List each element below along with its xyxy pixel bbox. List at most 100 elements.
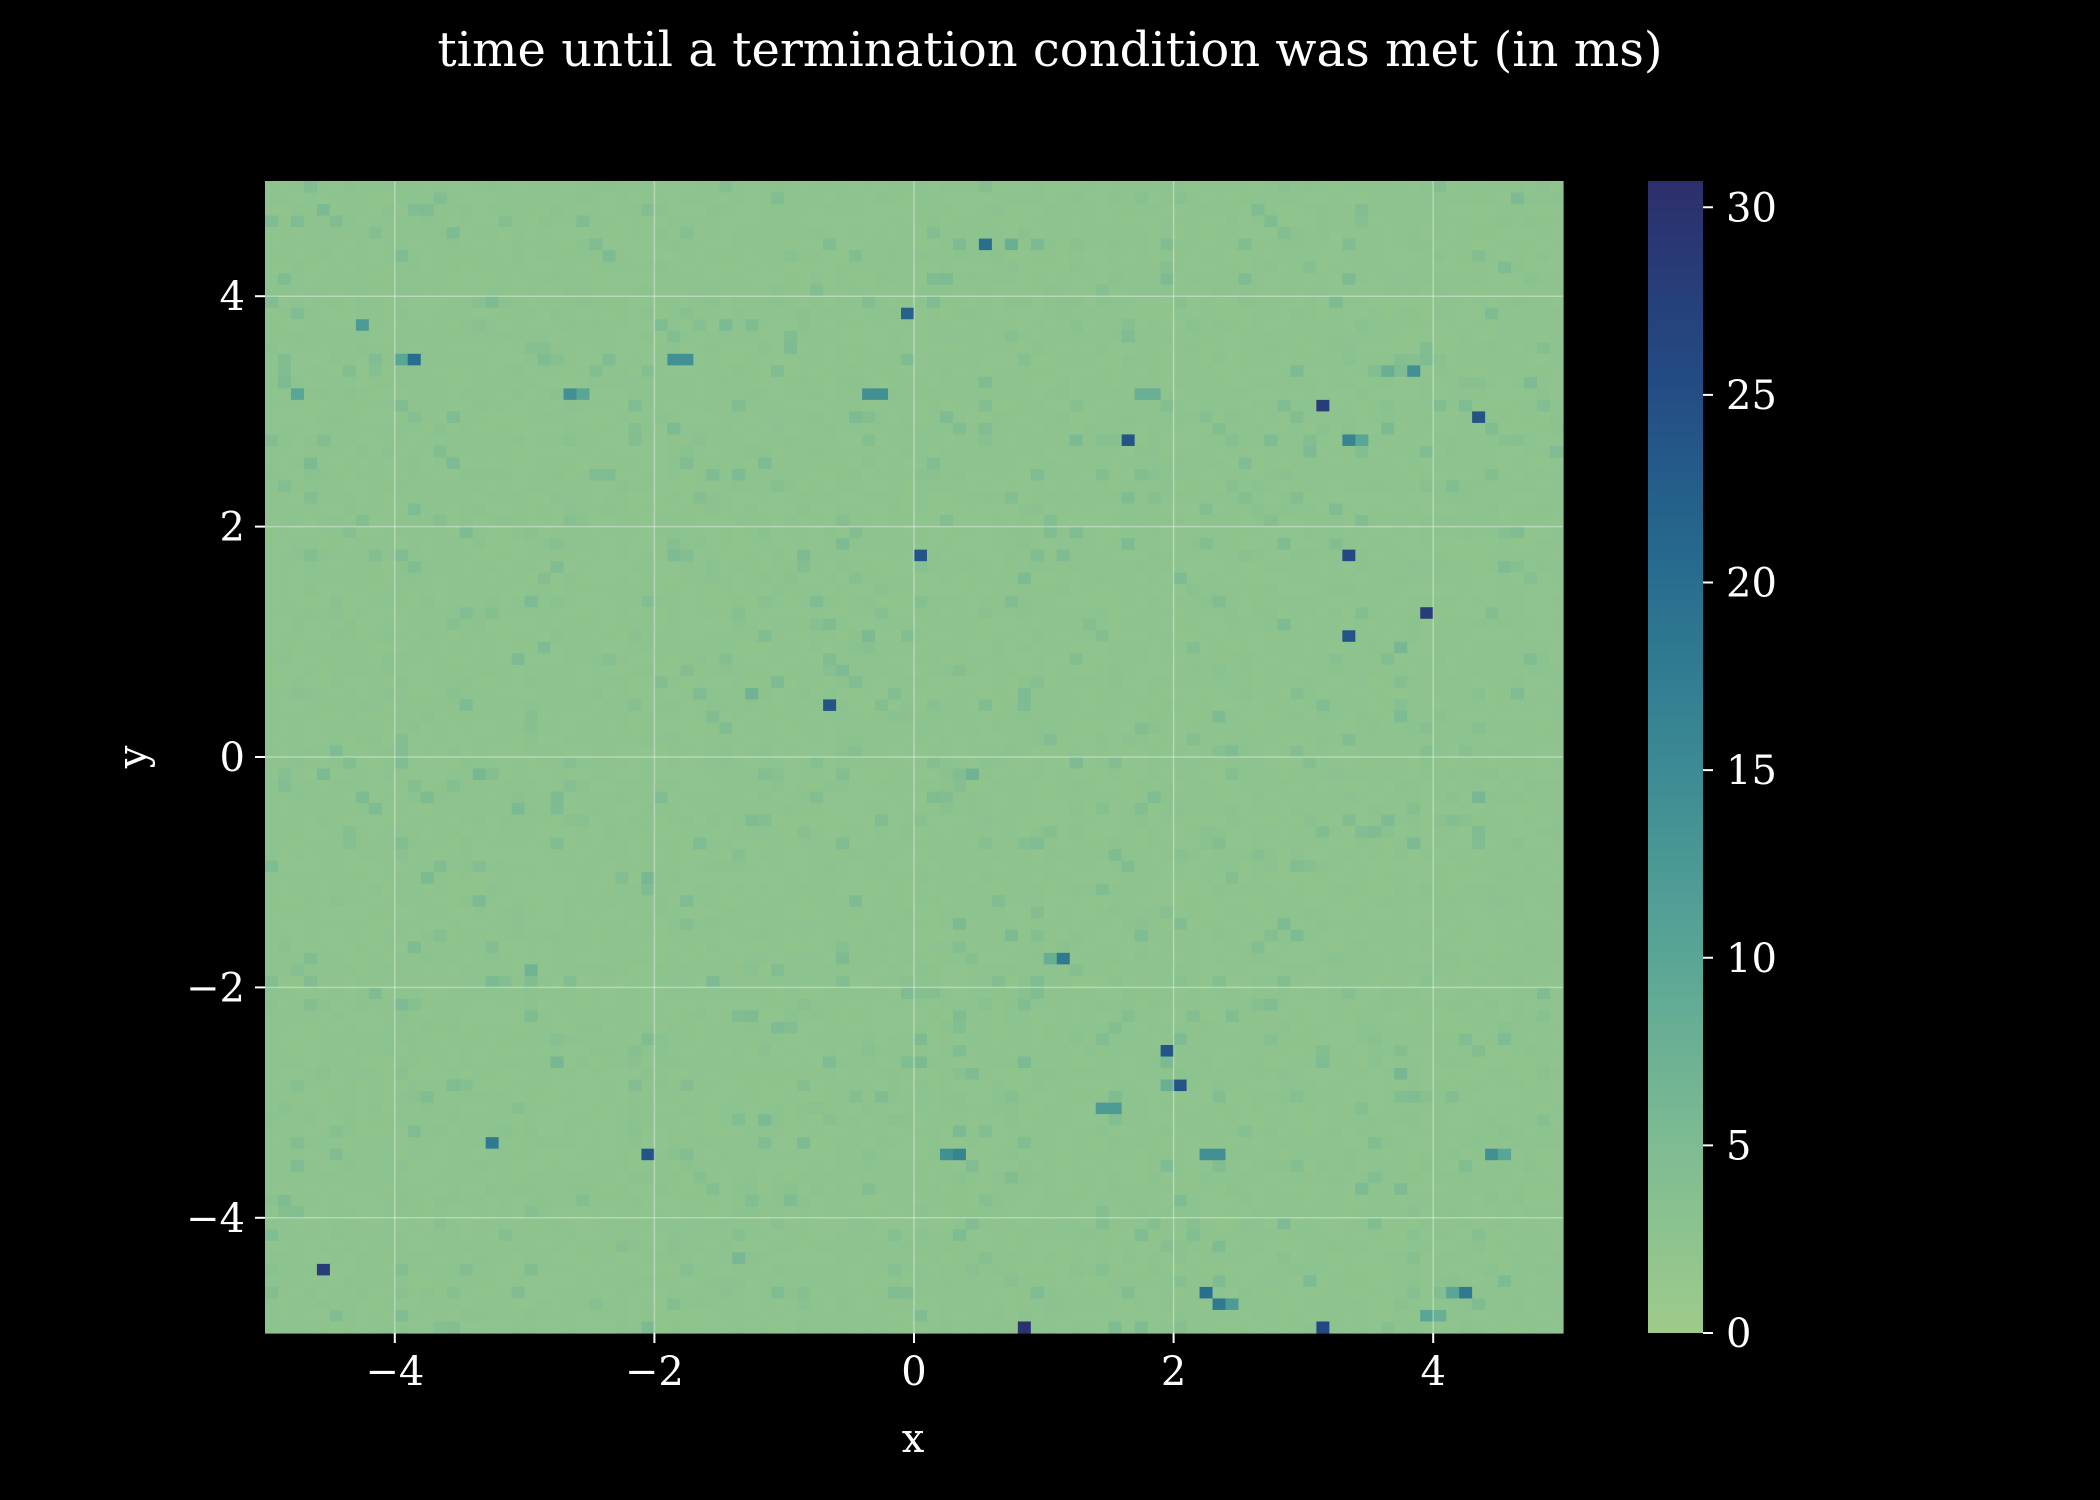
heatmap-cell	[875, 641, 889, 654]
heatmap-cell	[1043, 192, 1058, 205]
heatmap-cell	[1433, 618, 1447, 631]
heatmap-cell	[576, 250, 591, 263]
heatmap-cell	[667, 630, 681, 643]
heatmap-cell	[939, 445, 954, 459]
heatmap-cell	[667, 261, 681, 274]
heatmap-cell	[978, 549, 993, 562]
heatmap-cell	[1199, 376, 1214, 389]
heatmap-cell	[797, 469, 811, 482]
heatmap-cell	[1329, 515, 1343, 528]
heatmap-cell	[1147, 653, 1162, 666]
heatmap-cell	[290, 284, 305, 297]
heatmap-cell	[446, 595, 461, 608]
heatmap-cell	[1446, 687, 1460, 700]
heatmap-cell	[654, 250, 668, 263]
heatmap-cell	[1173, 561, 1188, 574]
heatmap-cell	[823, 503, 837, 516]
heatmap-cell	[1082, 561, 1097, 574]
heatmap-cell	[719, 330, 733, 343]
heatmap-cell	[1342, 411, 1356, 424]
heatmap-cell	[355, 388, 370, 401]
heatmap-cell	[420, 664, 435, 677]
heatmap-cell	[1433, 365, 1447, 378]
heatmap-cell	[472, 607, 487, 620]
heatmap-cell	[1381, 538, 1395, 551]
heatmap-cell	[433, 722, 448, 735]
heatmap-cell	[693, 664, 707, 677]
heatmap-cell	[1069, 227, 1084, 240]
heatmap-cell	[459, 630, 474, 643]
heatmap-cell	[914, 733, 928, 747]
heatmap-cell	[1264, 710, 1279, 724]
heatmap-cell	[1121, 445, 1136, 459]
heatmap-cell	[1069, 653, 1084, 666]
heatmap-cell	[1043, 319, 1058, 332]
heatmap-cell	[498, 388, 513, 401]
heatmap-cell	[1459, 388, 1473, 401]
heatmap-cell	[926, 480, 941, 493]
heatmap-cell	[991, 204, 1006, 217]
heatmap-cell	[602, 733, 617, 747]
heatmap-cell	[1082, 722, 1097, 735]
heatmap-cell	[978, 261, 993, 274]
heatmap-cell	[576, 469, 591, 482]
heatmap-cell	[602, 181, 617, 194]
heatmap-cell	[1316, 457, 1330, 470]
heatmap-cell	[1342, 630, 1356, 643]
heatmap-cell	[706, 710, 720, 724]
heatmap-cell	[901, 584, 915, 597]
heatmap-cell	[1524, 181, 1538, 194]
heatmap-cell	[1498, 733, 1512, 747]
heatmap-cell	[965, 469, 980, 482]
heatmap-cell	[1264, 238, 1279, 251]
heatmap-cell	[641, 307, 655, 320]
heatmap-cell	[1433, 457, 1447, 470]
heatmap-cell	[888, 653, 902, 666]
heatmap-cell	[329, 745, 344, 758]
heatmap-cell	[1303, 215, 1317, 228]
heatmap-cell	[368, 307, 383, 320]
heatmap-cell	[1381, 411, 1395, 424]
heatmap-cell	[524, 515, 539, 528]
heatmap-cell	[836, 699, 850, 712]
heatmap-cell	[277, 353, 292, 366]
heatmap-cell	[1368, 618, 1382, 631]
heatmap-cell	[745, 376, 759, 389]
heatmap-cell	[1199, 204, 1214, 217]
heatmap-cell	[381, 284, 396, 297]
heatmap-cell	[706, 445, 720, 459]
heatmap-cell	[485, 561, 500, 574]
heatmap-cell	[810, 319, 824, 332]
heatmap-cell	[641, 710, 655, 724]
heatmap-cell	[1121, 618, 1136, 631]
heatmap-cell	[1459, 526, 1473, 539]
heatmap-cell	[277, 503, 292, 516]
heatmap-cell	[472, 434, 487, 447]
heatmap-cell	[1355, 492, 1369, 505]
heatmap-cell	[1277, 422, 1292, 436]
heatmap-cell	[1290, 227, 1304, 240]
heatmap-cell	[1173, 434, 1188, 447]
heatmap-cell	[407, 630, 422, 643]
heatmap-cell	[498, 618, 513, 631]
heatmap-cell	[914, 607, 928, 620]
heatmap-cell	[745, 353, 759, 366]
heatmap-cell	[978, 607, 993, 620]
heatmap-cell	[1316, 330, 1330, 343]
heatmap-cell	[641, 388, 655, 401]
heatmap-cell	[1355, 687, 1369, 700]
heatmap-cell	[1160, 411, 1175, 424]
heatmap-cell	[563, 492, 578, 505]
heatmap-cell	[420, 503, 435, 516]
heatmap-cell	[888, 526, 902, 539]
heatmap-cell	[1511, 561, 1525, 574]
heatmap-cell	[1472, 457, 1486, 470]
heatmap-cell	[576, 584, 591, 597]
heatmap-cell	[862, 653, 876, 666]
heatmap-cell	[550, 641, 565, 654]
heatmap-cell	[1433, 607, 1447, 620]
heatmap-cell	[1290, 457, 1304, 470]
heatmap-cell	[1524, 238, 1538, 251]
heatmap-cell	[537, 227, 552, 240]
heatmap-cell	[1004, 273, 1019, 286]
